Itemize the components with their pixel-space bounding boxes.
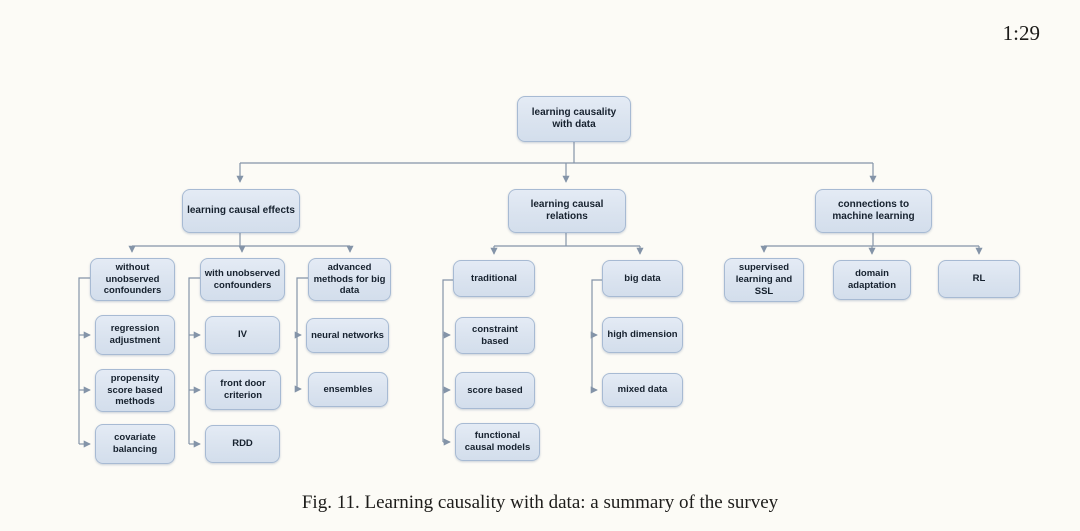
node-iv: IV	[205, 316, 280, 354]
node-domain-adaptation: domain adaptation	[833, 260, 911, 300]
node-learning-causality-with-data: learning causality with data	[517, 96, 631, 142]
node-mixed-data: mixed data	[602, 373, 683, 407]
node-advanced-methods-for-big-data: advanced methods for big data	[308, 258, 391, 301]
node-high-dimension: high dimension	[602, 317, 683, 353]
node-rl: RL	[938, 260, 1020, 298]
figure-caption: Fig. 11. Learning causality with data: a…	[301, 492, 779, 513]
node-regression-adjustment: regression adjustment	[95, 315, 175, 355]
node-supervised-learning-and-ssl: supervised learning and SSL	[724, 258, 804, 302]
node-propensity-score-based-methods: propensity score based methods	[95, 369, 175, 412]
node-with-unobserved-confounders: with unobserved confounders	[200, 258, 285, 301]
node-ensembles: ensembles	[308, 372, 388, 407]
node-traditional: traditional	[453, 260, 535, 297]
node-neural-networks: neural networks	[306, 318, 389, 353]
node-without-unobserved-confounders: without unobserved confounders	[90, 258, 175, 301]
node-front-door-criterion: front door criterion	[205, 370, 281, 410]
node-big-data: big data	[602, 260, 683, 297]
node-learning-causal-relations: learning causal relations	[508, 189, 626, 233]
node-connections-to-machine-learning: connections to machine learning	[815, 189, 932, 233]
node-score-based: score based	[455, 372, 535, 409]
node-rdd: RDD	[205, 425, 280, 463]
page-number: 1:29	[1002, 21, 1040, 45]
node-covariate-balancing: covariate balancing	[95, 424, 175, 464]
node-functional-causal-models: functional causal models	[455, 423, 540, 461]
node-constraint-based: constraint based	[455, 317, 535, 354]
node-learning-causal-effects: learning causal effects	[182, 189, 300, 233]
